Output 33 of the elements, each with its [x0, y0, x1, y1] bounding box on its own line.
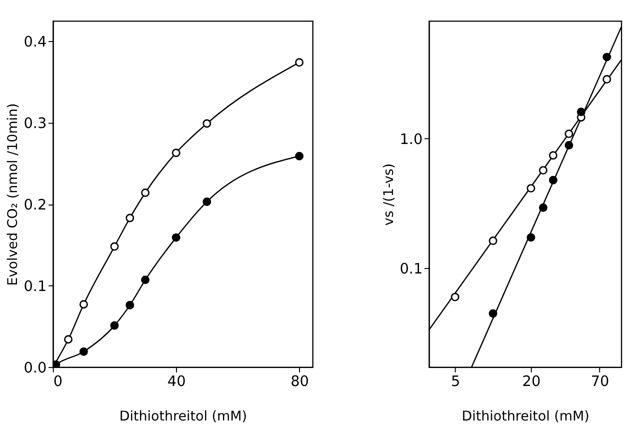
point — [141, 188, 150, 197]
x-tick-label: 40 — [167, 374, 186, 390]
point — [202, 119, 212, 128]
point — [79, 300, 88, 309]
point — [52, 360, 60, 368]
point — [172, 148, 180, 158]
y-tick-label: 0.1 — [400, 262, 423, 278]
y-tick-label: 0.3 — [24, 116, 47, 132]
point — [202, 197, 212, 206]
point — [295, 58, 304, 67]
point — [295, 152, 304, 160]
y-tick-label: 1.0 — [400, 132, 423, 148]
point — [126, 300, 134, 310]
y-tick-label: 0.2 — [24, 197, 47, 214]
point — [110, 242, 119, 251]
y-tick-label: 0.0 — [24, 360, 47, 376]
point — [64, 335, 73, 344]
y-axis-title: vs /(1-vs) — [382, 163, 397, 226]
x-tick-label: 80 — [290, 374, 309, 390]
point — [141, 276, 150, 284]
x-axis-title: Dithiothreitol (mM) — [462, 409, 590, 424]
x-tick-label: 20 — [522, 374, 541, 390]
point — [172, 233, 180, 242]
point — [79, 347, 88, 356]
y-tick-label: 0.1 — [24, 278, 47, 295]
point — [126, 214, 134, 222]
x-tick-label: 70 — [590, 374, 610, 390]
x-tick-label: 5 — [450, 374, 460, 390]
x-axis-title: Dithiothreitol (mM) — [119, 409, 248, 424]
y-tick-label: 0.4 — [24, 34, 47, 51]
x-tick-label: 0 — [53, 374, 63, 390]
y-axis-title: Evolved CO₂ (nmol /10min) — [6, 103, 21, 286]
point — [110, 321, 119, 330]
